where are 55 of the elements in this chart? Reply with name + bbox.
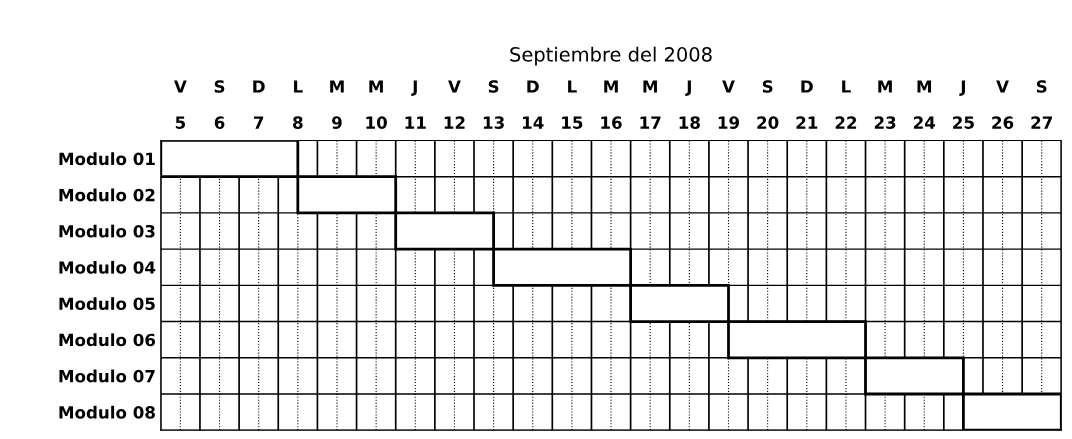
- x-tick-label: 23: [874, 116, 896, 129]
- x-tick-label: 18: [679, 116, 700, 129]
- text: L: [842, 80, 851, 93]
- text: M: [917, 80, 931, 93]
- y-tick-label: Modulo 08: [59, 405, 155, 419]
- text: S: [214, 80, 225, 93]
- text: M: [604, 80, 618, 93]
- text: M: [878, 80, 892, 93]
- x-tick-label: 9: [332, 116, 342, 129]
- x-tick-label: 17: [640, 116, 661, 129]
- x-tick-label: 10: [366, 116, 387, 129]
- text: V: [996, 80, 1009, 93]
- x-tick-label: 6: [214, 116, 225, 129]
- text: M: [369, 80, 383, 93]
- x-tick-label: 11: [405, 116, 426, 129]
- x-tick-label: 16: [601, 116, 622, 129]
- x-tick-label: 25: [953, 116, 974, 129]
- x-tick-label: 21: [796, 116, 818, 129]
- x-tick-label: 14: [523, 116, 544, 129]
- text: V: [448, 80, 461, 93]
- text: D: [527, 80, 539, 93]
- text: V: [174, 80, 187, 93]
- text: L: [568, 80, 577, 93]
- text: D: [801, 80, 813, 93]
- y-tick-label: Modulo 04: [59, 260, 156, 274]
- x-tick-label: 27: [1031, 116, 1052, 129]
- x-tick-label: 15: [562, 116, 583, 129]
- y-tick-label: Modulo 07: [59, 369, 155, 383]
- x-tick-label: 22: [835, 116, 857, 129]
- chart-title: Septiembre del 2008: [510, 46, 712, 66]
- x-tick-label: 24: [913, 116, 936, 129]
- text: S: [1036, 80, 1047, 93]
- y-tick-label: Modulo 02: [59, 188, 155, 202]
- text: S: [762, 80, 773, 93]
- y-tick-label: Modulo 05: [59, 297, 155, 311]
- text: J: [685, 80, 691, 96]
- x-tick-label: 13: [483, 116, 504, 129]
- x-tick-label: 19: [718, 116, 740, 129]
- x-tick-label: 8: [293, 116, 303, 129]
- x-tick-label: 12: [444, 116, 465, 129]
- x-tick-label: 20: [757, 116, 779, 129]
- x-tick-label: 26: [992, 116, 1014, 129]
- y-tick-label: Modulo 01: [59, 152, 155, 166]
- text: J: [959, 80, 965, 96]
- text: S: [488, 80, 499, 93]
- x-tick-label: 5: [175, 116, 186, 129]
- text: M: [643, 80, 657, 93]
- text: M: [330, 80, 344, 93]
- y-tick-label: Modulo 06: [59, 333, 156, 347]
- text: D: [253, 80, 265, 93]
- y-tick-label: Modulo 03: [59, 224, 155, 238]
- text: L: [294, 80, 303, 93]
- text: J: [411, 80, 417, 96]
- text: V: [722, 80, 735, 93]
- x-tick-label: 7: [253, 116, 264, 129]
